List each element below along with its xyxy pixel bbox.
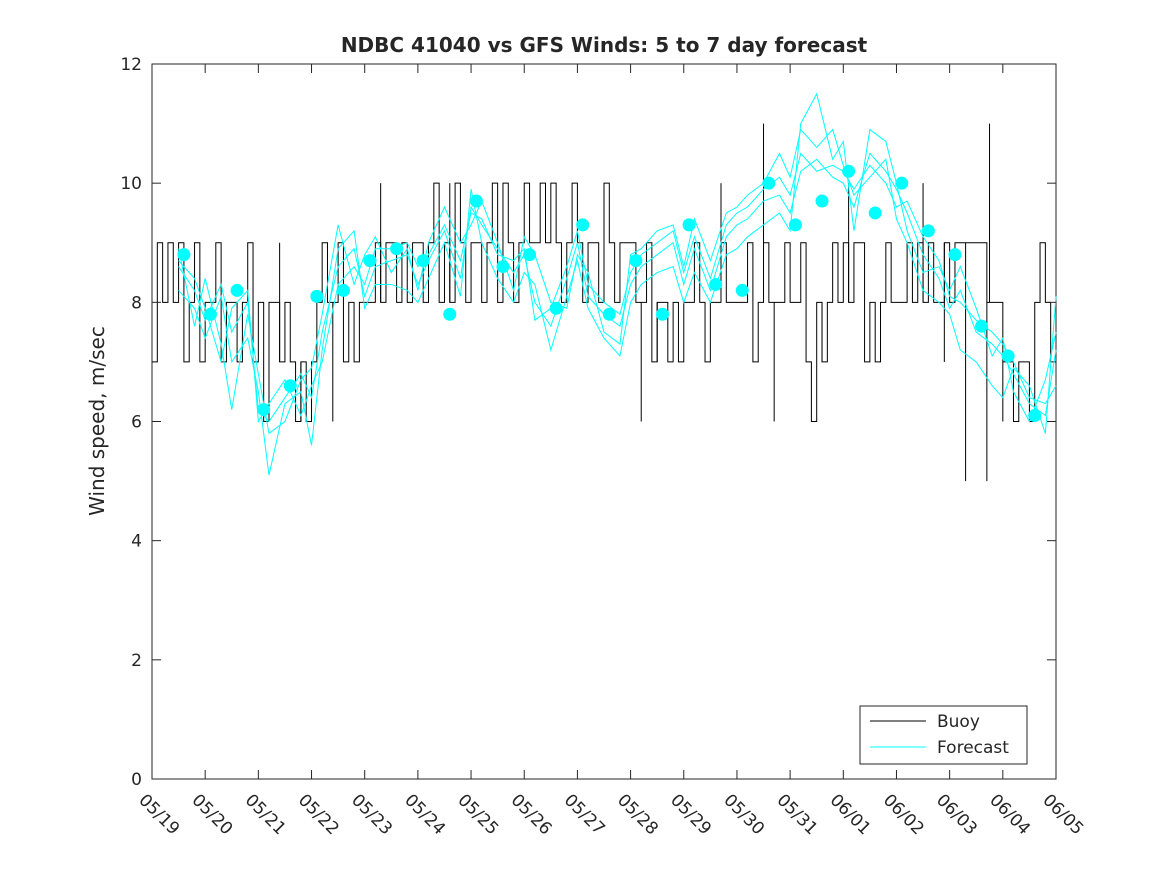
forecast-marker <box>523 248 537 262</box>
forecast-marker <box>655 307 669 321</box>
x-tick-label: 06/03 <box>932 790 981 839</box>
forecast-line <box>178 152 1057 423</box>
legend-box <box>859 705 1028 765</box>
forecast-marker <box>1001 349 1015 363</box>
plot-area <box>151 63 1057 780</box>
y-axis-label: Wind speed, m/sec <box>85 326 109 516</box>
forecast-line <box>178 128 1057 435</box>
forecast-marker <box>602 307 616 321</box>
x-tick-label: 05/19 <box>134 790 183 839</box>
forecast-marker <box>549 301 563 315</box>
x-tick-label: 05/29 <box>666 790 715 839</box>
chart-title: NDBC 41040 vs GFS Winds: 5 to 7 day fore… <box>341 33 868 57</box>
x-tick-label: 05/28 <box>613 790 662 839</box>
forecast-marker <box>842 164 856 178</box>
forecast-marker <box>177 248 191 262</box>
plot-frame <box>151 63 1057 780</box>
forecast-marker <box>443 307 457 321</box>
x-tick-label: 06/01 <box>826 790 875 839</box>
forecast-marker <box>496 260 510 274</box>
forecast-marker <box>283 379 297 393</box>
forecast-marker <box>975 319 989 333</box>
forecast-marker <box>469 194 483 208</box>
legend: Buoy Forecast <box>859 705 1028 765</box>
forecast-line <box>178 152 1057 424</box>
forecast-marker <box>363 254 377 268</box>
forecast-marker <box>788 218 802 232</box>
forecast-marker <box>257 403 271 417</box>
x-tick-label: 06/02 <box>879 790 928 839</box>
forecast-marker <box>230 283 244 297</box>
x-tick-label: 06/04 <box>985 790 1034 839</box>
forecast-line <box>178 92 1057 476</box>
y-tick-label: 4 <box>131 532 142 552</box>
y-tick-label: 0 <box>131 770 142 790</box>
forecast-marker <box>310 289 324 303</box>
x-tick-label: 05/27 <box>560 790 609 839</box>
y-tick-label: 2 <box>131 651 142 671</box>
x-tick-label: 05/22 <box>294 790 343 839</box>
x-tick-label: 06/05 <box>1038 790 1087 839</box>
forecast-marker <box>682 218 696 232</box>
y-tick-label: 10 <box>120 174 142 194</box>
x-tick-label: 05/23 <box>347 790 396 839</box>
forecast-marker <box>948 248 962 262</box>
y-tick-label: 12 <box>120 55 142 75</box>
x-tick-label: 05/26 <box>507 790 556 839</box>
x-tick-label: 05/24 <box>400 790 449 839</box>
forecast-marker <box>709 277 723 291</box>
x-tick-label: 05/30 <box>719 790 768 839</box>
forecast-marker <box>203 307 217 321</box>
forecast-marker <box>390 242 404 256</box>
forecast-markers <box>177 164 1042 423</box>
y-tick-label: 6 <box>131 413 142 433</box>
x-tick-label: 05/20 <box>188 790 237 839</box>
forecast-marker <box>629 254 643 268</box>
x-tick-label: 05/31 <box>773 790 822 839</box>
forecast-marker <box>576 218 590 232</box>
buoy-line <box>152 182 1056 422</box>
forecast-marker <box>735 283 749 297</box>
forecast-marker <box>815 194 829 208</box>
forecast-marker <box>868 206 882 220</box>
forecast-marker <box>762 176 776 190</box>
forecast-marker <box>336 283 350 297</box>
forecast-marker <box>921 224 935 238</box>
legend-buoy-label: Buoy <box>937 712 980 732</box>
y-tick-label: 8 <box>131 293 142 313</box>
forecast-marker <box>895 176 909 190</box>
forecast-series <box>178 92 1057 476</box>
forecast-marker <box>1028 409 1042 423</box>
forecast-marker <box>416 254 430 268</box>
legend-forecast-label: Forecast <box>937 738 1009 758</box>
x-tick-label: 05/25 <box>454 790 503 839</box>
buoy-series <box>152 123 1056 482</box>
x-tick-label: 05/21 <box>241 790 290 839</box>
